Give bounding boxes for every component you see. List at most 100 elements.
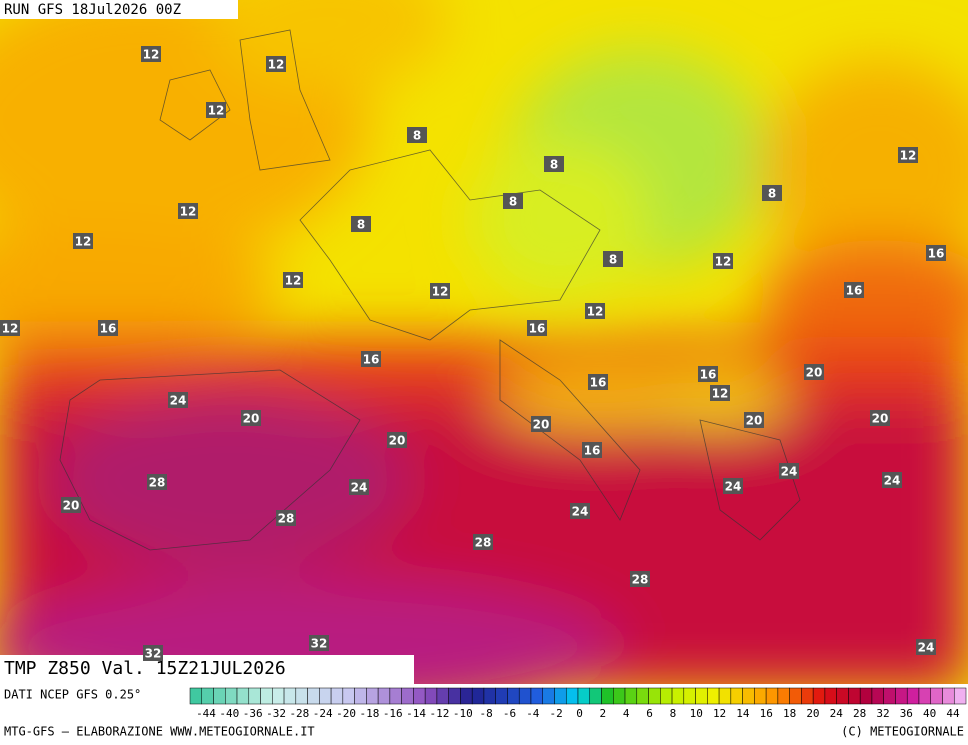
- color-swatch: [636, 687, 649, 705]
- color-swatch: [624, 687, 638, 705]
- color-bar-label: 2: [600, 707, 607, 720]
- color-swatch: [260, 687, 273, 705]
- color-swatch: [354, 687, 367, 705]
- color-swatch: [471, 687, 485, 705]
- label-box: [844, 282, 864, 298]
- color-bar-label: -10: [453, 707, 473, 720]
- color-swatch: [871, 687, 884, 705]
- label-box: [147, 474, 167, 490]
- color-bar-label: 16: [760, 707, 773, 720]
- label-box: [503, 193, 523, 209]
- contour-label: 16: [590, 376, 607, 390]
- color-swatch: [424, 687, 438, 705]
- color-swatch: [895, 687, 908, 705]
- contour-label: 12: [900, 149, 917, 163]
- label-box: [283, 272, 303, 288]
- color-swatch: [483, 687, 496, 705]
- color-bar-label: -28: [289, 707, 309, 720]
- color-bar-label: 32: [876, 707, 889, 720]
- label-box: [882, 472, 902, 488]
- color-swatch: [765, 687, 779, 705]
- contour-label: 12: [2, 322, 19, 336]
- color-swatch: [824, 687, 837, 705]
- label-box: [473, 534, 493, 550]
- color-swatch: [436, 687, 449, 705]
- label-box: [570, 503, 590, 519]
- color-swatch: [742, 687, 755, 705]
- color-bar-label: -36: [243, 707, 263, 720]
- color-swatch: [389, 687, 402, 705]
- color-swatch: [789, 687, 802, 705]
- color-bar-label: 0: [576, 707, 583, 720]
- label-box: [0, 320, 20, 336]
- label-box: [349, 479, 369, 495]
- color-bar-label: -18: [359, 707, 379, 720]
- contour-label: 12: [715, 255, 732, 269]
- label-box: [744, 412, 764, 428]
- label-box: [804, 364, 824, 380]
- label-box: [544, 156, 564, 172]
- label-box: [309, 635, 329, 651]
- label-box: [582, 442, 602, 458]
- color-swatch: [754, 687, 767, 705]
- color-swatch: [836, 687, 849, 705]
- contour-label: 12: [712, 387, 729, 401]
- contour-label: 8: [768, 187, 776, 201]
- contour-label: 16: [584, 444, 601, 458]
- color-bar-label: 8: [670, 707, 677, 720]
- contour-label: 24: [884, 474, 901, 488]
- color-swatch: [213, 687, 226, 705]
- color-bar-label: -8: [480, 707, 493, 720]
- label-box: [531, 416, 551, 432]
- contour-label: 20: [63, 499, 80, 513]
- label-box: [430, 283, 450, 299]
- contour-label: 16: [100, 322, 117, 336]
- contour-label: 12: [180, 205, 197, 219]
- contour-label: 24: [781, 465, 798, 479]
- label-box: [98, 320, 118, 336]
- color-swatch: [660, 687, 673, 705]
- color-bar-label: 36: [900, 707, 913, 720]
- contour-label: 12: [208, 104, 225, 118]
- contour-label: 20: [533, 418, 550, 432]
- color-swatch: [577, 687, 591, 705]
- color-bar-label: -24: [313, 707, 333, 720]
- contour-label: 20: [806, 366, 823, 380]
- label-box: [588, 374, 608, 390]
- label-box: [351, 216, 371, 232]
- color-bar-label: 28: [853, 707, 866, 720]
- label-box: [361, 351, 381, 367]
- color-swatch: [401, 687, 414, 705]
- color-swatch: [812, 687, 826, 705]
- label-box: [916, 639, 936, 655]
- contour-label: 28: [278, 512, 295, 526]
- color-bar-label: 10: [690, 707, 703, 720]
- contour-label: 8: [550, 158, 558, 172]
- label-box: [206, 102, 226, 118]
- contour-label: 16: [363, 353, 380, 367]
- color-swatch: [518, 687, 532, 705]
- color-bar-label: 6: [646, 707, 653, 720]
- color-swatch: [201, 687, 214, 705]
- color-swatch: [565, 687, 579, 705]
- color-swatch: [707, 687, 720, 705]
- contour-label: 24: [572, 505, 589, 519]
- label-box: [630, 571, 650, 587]
- color-swatch: [225, 687, 238, 705]
- color-swatch: [671, 687, 685, 705]
- label-box: [870, 410, 890, 426]
- color-swatch: [283, 687, 297, 705]
- color-swatch: [248, 687, 261, 705]
- run-label: RUN GFS 18Jul2026 00Z: [4, 2, 181, 18]
- contour-label: 16: [846, 284, 863, 298]
- contour-labels: 12 12 12 8 8 12 8 12 8 8 12 16 8 12 12 12 16 12 16 12 16 16 16…: [0, 46, 946, 661]
- label-box: [698, 366, 718, 382]
- contour-label: 20: [872, 412, 889, 426]
- contour-label: 8: [509, 195, 517, 209]
- color-bar-label: -2: [550, 707, 563, 720]
- label-box: [168, 392, 188, 408]
- label-box: [143, 645, 163, 661]
- color-bar-label: -6: [503, 707, 516, 720]
- color-swatch: [554, 687, 567, 705]
- label-box: [61, 497, 81, 513]
